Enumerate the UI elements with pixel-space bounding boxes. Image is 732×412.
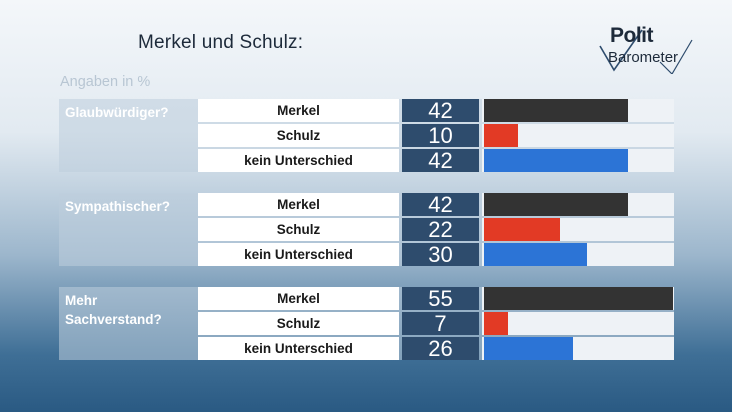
question-group: Mehr Sachverstand? Merkel 55 Schulz 7 kein Un… [59,287,674,360]
question-label: Mehr Sachverstand? [65,293,162,327]
question-label: Sympathischer? [65,199,171,214]
bar-track [482,124,674,147]
bar [484,193,628,216]
data-label: 26 [402,337,479,360]
logo-barometer: Barometer [608,49,679,66]
unit-note: Angaben in % [60,74,151,90]
data-label: 7 [402,312,479,335]
bar [484,287,673,310]
bar-track [482,243,674,266]
bar-track [482,337,674,360]
data-label: 55 [402,287,479,310]
answer-row: Merkel 55 [59,287,674,310]
answer-label: Merkel [198,193,399,216]
answer-label: kein Unterschied [198,149,399,172]
answer-row: Schulz 22 [59,218,674,241]
bar [484,149,628,172]
bar-track [482,149,674,172]
question-group: Glaubwürdiger? Merkel 42 Schulz 10 kein Unter… [59,99,674,172]
politbarometer-logo: Polit Barometer [598,24,698,74]
bar [484,218,560,241]
answer-row: Merkel 42 [59,99,674,122]
bar-track [482,312,674,335]
answer-row: kein Unterschied 30 [59,243,674,266]
bar-track [482,287,674,310]
answer-label: Merkel [198,287,399,310]
bar-track [482,99,674,122]
answer-label: kein Unterschied [198,337,399,360]
answer-label: Merkel [198,99,399,122]
answer-label: kein Unterschied [198,243,399,266]
question-label: Glaubwürdiger? [65,105,169,120]
bar [484,243,587,266]
logo-polit: Polit [610,24,654,47]
answer-row: kein Unterschied 42 [59,149,674,172]
bar [484,312,508,335]
question-group: Sympathischer? Merkel 42 Schulz 22 kein Unter… [59,193,674,266]
answer-label: Schulz [198,124,399,147]
answer-row: Schulz 10 [59,124,674,147]
answer-row: Schulz 7 [59,312,674,335]
answer-label: Schulz [198,312,399,335]
bar-track [482,218,674,241]
answer-row: kein Unterschied 26 [59,337,674,360]
answer-label: Schulz [198,218,399,241]
bar [484,124,518,147]
data-label: 42 [402,193,479,216]
data-label: 42 [402,149,479,172]
data-label: 10 [402,124,479,147]
checkmark-icon [599,29,693,74]
chart-title: Merkel und Schulz: [138,32,304,53]
data-label: 30 [402,243,479,266]
answer-row: Merkel 42 [59,193,674,216]
bar [484,337,573,360]
bar-track [482,193,674,216]
bar [484,99,628,122]
data-label: 22 [402,218,479,241]
data-label: 42 [402,99,479,122]
